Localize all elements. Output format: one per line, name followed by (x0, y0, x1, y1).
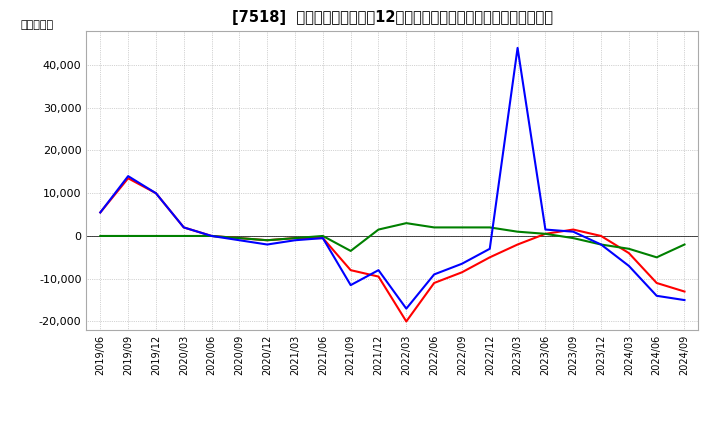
Title: [7518]  キャッシュフローの12か月移動合計の対前年同期増減額の推移: [7518] キャッシュフローの12か月移動合計の対前年同期増減額の推移 (232, 11, 553, 26)
Y-axis label: （百万円）: （百万円） (21, 20, 54, 30)
Legend: 営業CF, 投資CF, フリーCF: 営業CF, 投資CF, フリーCF (251, 436, 534, 440)
